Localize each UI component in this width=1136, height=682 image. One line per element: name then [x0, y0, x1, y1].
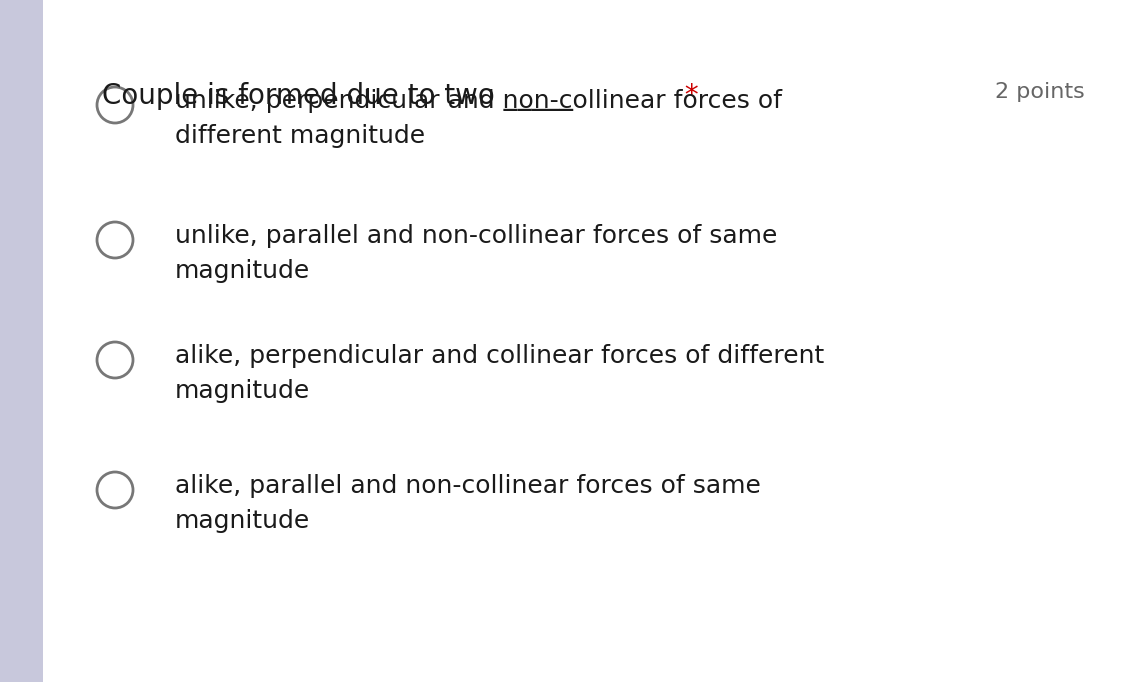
Bar [0, 0, 43, 682]
Text: 2 points: 2 points [995, 82, 1085, 102]
Text: unlike, parallel and non-collinear forces of same
magnitude: unlike, parallel and non-collinear force… [175, 224, 777, 284]
Text: unlike, perpendicular and non-collinear forces of
different magnitude: unlike, perpendicular and non-collinear … [175, 89, 782, 149]
Text: alike, perpendicular and collinear forces of different
magnitude: alike, perpendicular and collinear force… [175, 344, 825, 403]
Text: alike, parallel and non-collinear forces of same
magnitude: alike, parallel and non-collinear forces… [175, 474, 761, 533]
Text: Couple is formed due to two _____: Couple is formed due to two _____ [102, 82, 574, 111]
Text: *: * [676, 82, 699, 110]
